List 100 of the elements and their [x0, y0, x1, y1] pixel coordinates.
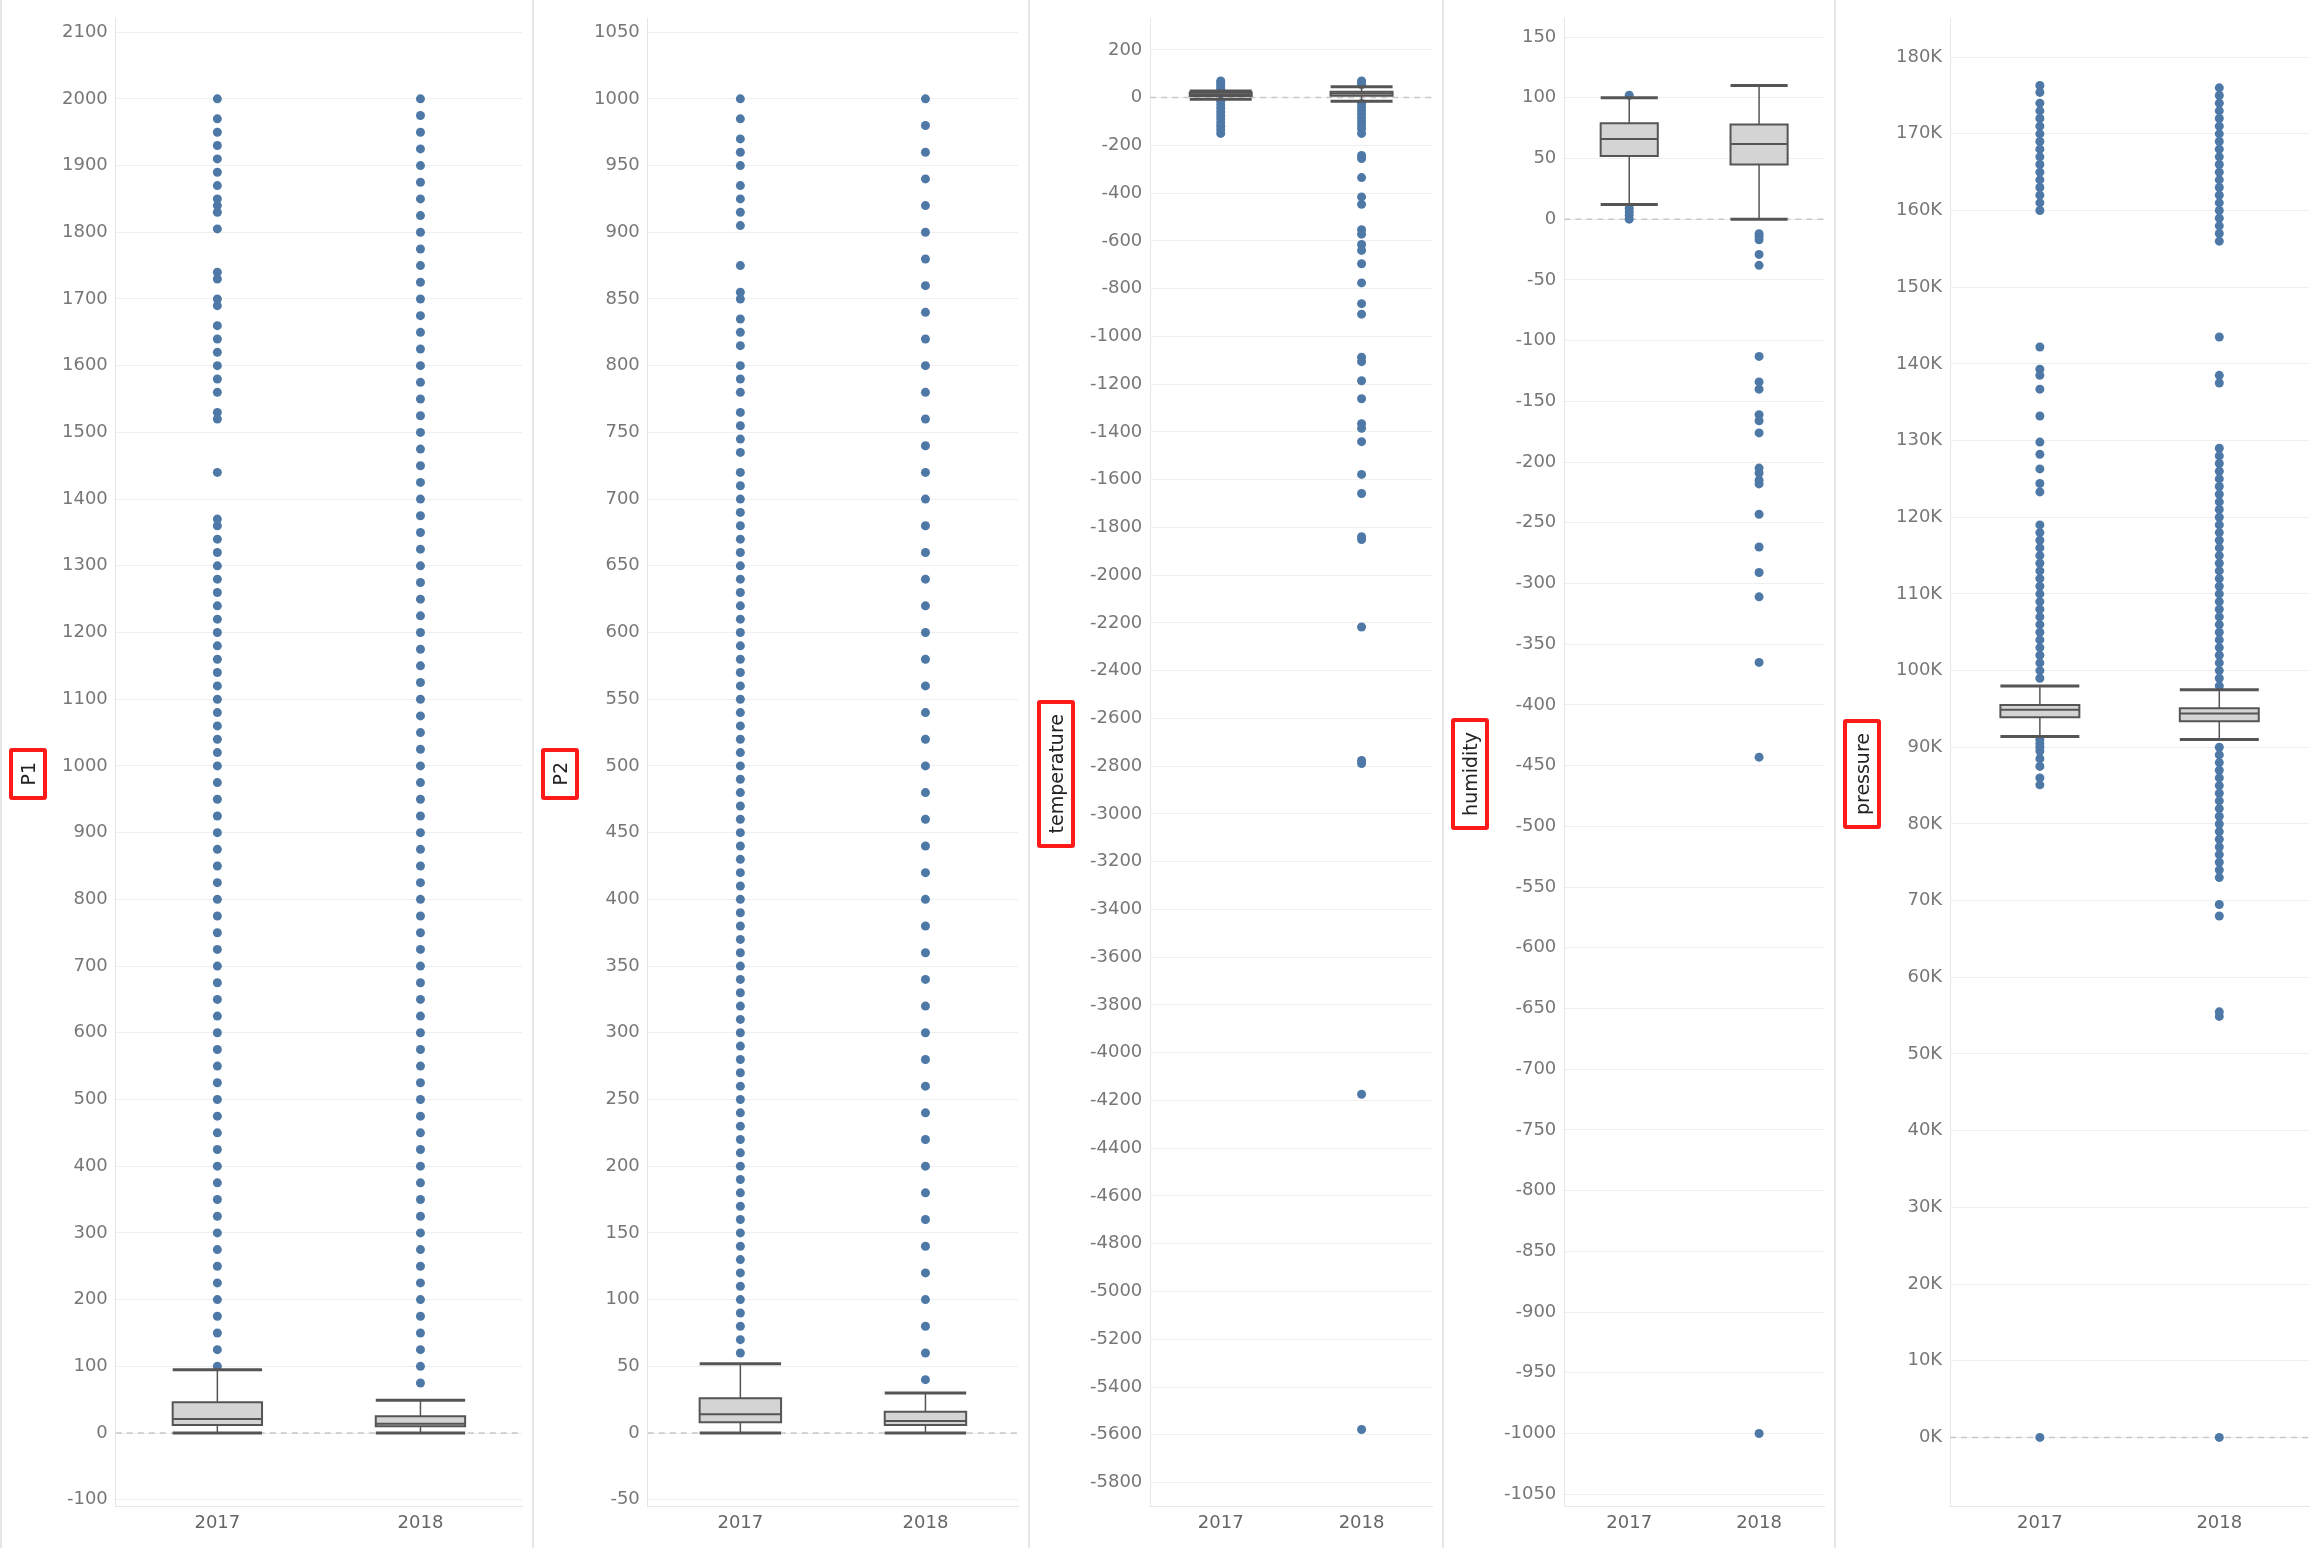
y-tick-label: 700	[605, 486, 640, 508]
y-tick-label: -4200	[1089, 1088, 1143, 1110]
y-tick-label: 100K	[1895, 658, 1944, 680]
y-axis-title: P1	[17, 762, 39, 786]
y-tick-label: 800	[73, 887, 108, 909]
y-tick-label: 0	[628, 1420, 640, 1442]
y-tick-label: -2600	[1089, 706, 1143, 728]
y-tick-label: 2000	[62, 86, 108, 108]
y-tick-label: -5400	[1089, 1374, 1143, 1396]
y-tick-label: 1050	[594, 19, 640, 41]
y-tick-label: 500	[73, 1087, 108, 1109]
y-tick-label: 150K	[1895, 274, 1944, 296]
x-tick-label: 2017	[717, 1510, 764, 1532]
y-tick-label: 200	[73, 1287, 108, 1309]
y-tick-label: -700	[1515, 1056, 1557, 1078]
y-tick-label: 1300	[62, 553, 108, 575]
y-tick-label: -1200	[1089, 371, 1143, 393]
y-tick-label: -1600	[1089, 467, 1143, 489]
y-tick-label: -4600	[1089, 1183, 1143, 1205]
y-tick-label: 550	[605, 686, 640, 708]
y-tick-label: -5800	[1089, 1470, 1143, 1492]
y-tick-label: -1800	[1089, 515, 1143, 537]
y-tick-label: -3000	[1089, 801, 1143, 823]
y-tick-label: -5000	[1089, 1279, 1143, 1301]
y-tick-label: 70K	[1907, 888, 1944, 910]
y-tick-label: -800	[1515, 1178, 1557, 1200]
y-tick-label: 250	[605, 1087, 640, 1109]
y-tick-label: 0K	[1918, 1425, 1944, 1447]
y-tick-label: -500	[1515, 814, 1557, 836]
y-tick-label: 200	[605, 1153, 640, 1175]
y-tick-label: 400	[605, 887, 640, 909]
x-tick-label: 2018	[902, 1510, 949, 1532]
y-tick-label: 180K	[1895, 44, 1944, 66]
y-tick-label: 50K	[1907, 1041, 1944, 1063]
y-tick-label: 140K	[1895, 351, 1944, 373]
y-tick-label: 1500	[62, 420, 108, 442]
y-axis-title: temperature	[1045, 714, 1067, 834]
y-tick-label: 1900	[62, 153, 108, 175]
y-tick-label: -3200	[1089, 849, 1143, 871]
y-tick-label: -250	[1515, 510, 1557, 532]
y-tick-label: 1000	[594, 86, 640, 108]
y-tick-label: 200	[1107, 37, 1143, 59]
y-tick-label: -2200	[1089, 610, 1143, 632]
y-tick-label: -400	[1515, 692, 1557, 714]
y-axis-title: pressure	[1851, 732, 1873, 816]
y-tick-label: 300	[605, 1020, 640, 1042]
y-tick-label: 20K	[1907, 1271, 1944, 1293]
y-tick-label: 80K	[1907, 811, 1944, 833]
highlight-frame: temperature	[1037, 700, 1075, 848]
y-tick-label: 300	[73, 1220, 108, 1242]
y-tick-label: 100	[605, 1287, 640, 1309]
y-tick-label: 150	[605, 1220, 640, 1242]
y-tick-label: -50	[610, 1487, 640, 1509]
y-tick-label: 170K	[1895, 121, 1944, 143]
y-tick-label: 130K	[1895, 428, 1944, 450]
y-tick-label: -4000	[1089, 1040, 1143, 1062]
y-tick-label: 1600	[62, 353, 108, 375]
y-tick-label: 90K	[1907, 734, 1944, 756]
y-tick-label: 750	[605, 420, 640, 442]
y-tick-label: -550	[1515, 874, 1557, 896]
y-tick-label: -400	[1101, 180, 1143, 202]
y-tick-label: 450	[605, 820, 640, 842]
x-tick-label: 2017	[1197, 1510, 1244, 1532]
highlight-frame: pressure	[1843, 718, 1881, 830]
y-axis-title: humidity	[1459, 732, 1481, 816]
y-tick-label: -200	[1101, 133, 1143, 155]
y-tick-label: -750	[1515, 1117, 1557, 1139]
y-tick-label: -950	[1515, 1360, 1557, 1382]
y-tick-label: 1400	[62, 486, 108, 508]
highlight-frame: P2	[541, 748, 579, 800]
y-tick-label: 1000	[62, 753, 108, 775]
y-tick-label: 1100	[62, 686, 108, 708]
y-tick-label: -5200	[1089, 1326, 1143, 1348]
y-tick-label: 350	[605, 953, 640, 975]
y-tick-label: 120K	[1895, 504, 1944, 526]
y-tick-label: 60K	[1907, 964, 1944, 986]
y-tick-label: 1200	[62, 620, 108, 642]
y-tick-label: 100	[1521, 85, 1557, 107]
y-tick-label: -100	[66, 1487, 108, 1509]
y-tick-label: -4400	[1089, 1135, 1143, 1157]
y-tick-label: -5600	[1089, 1422, 1143, 1444]
y-tick-label: -1000	[1503, 1421, 1557, 1443]
y-tick-label: 900	[73, 820, 108, 842]
y-tick-label: 1700	[62, 286, 108, 308]
highlight-frame: P1	[9, 748, 47, 800]
x-tick-label: 2018	[1736, 1510, 1782, 1532]
y-tick-label: 600	[73, 1020, 108, 1042]
y-tick-label: -3800	[1089, 992, 1143, 1014]
y-tick-label: 2100	[62, 19, 108, 41]
y-tick-label: -200	[1515, 449, 1557, 471]
x-tick-label: 2018	[1338, 1510, 1385, 1532]
y-axis-title: P2	[549, 762, 571, 786]
y-tick-label: -2800	[1089, 753, 1143, 775]
y-tick-label: -2000	[1089, 562, 1143, 584]
y-tick-label: 400	[73, 1153, 108, 1175]
y-tick-label: -1400	[1089, 419, 1143, 441]
x-tick-label: 2017	[2016, 1510, 2063, 1532]
y-tick-label: 900	[605, 219, 640, 241]
x-tick-label: 2017	[194, 1510, 241, 1532]
y-tick-label: -800	[1101, 276, 1143, 298]
